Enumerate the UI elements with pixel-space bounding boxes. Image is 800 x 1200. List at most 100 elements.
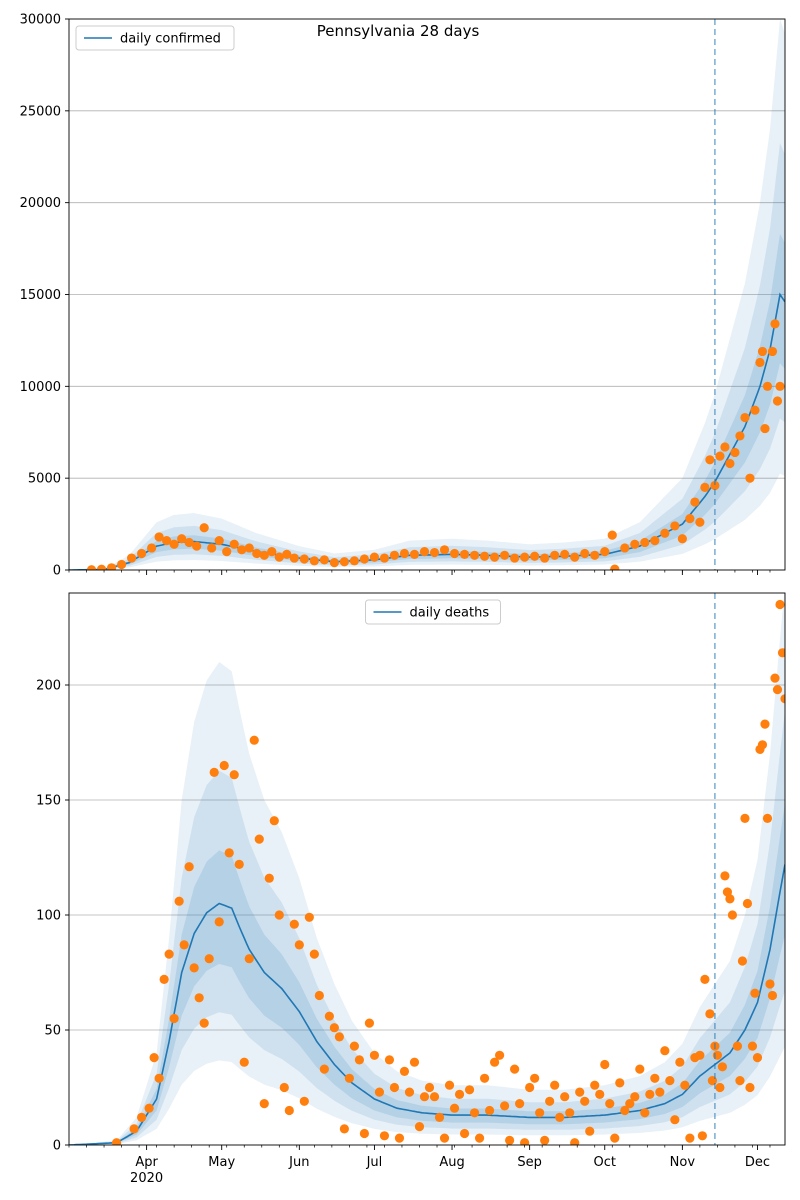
observed-point xyxy=(705,455,715,465)
observed-point xyxy=(254,834,264,844)
observed-point xyxy=(329,1023,339,1033)
observed-point xyxy=(194,993,204,1003)
observed-point xyxy=(444,1080,455,1090)
observed-point xyxy=(267,547,277,557)
observed-point xyxy=(720,442,730,452)
observed-point xyxy=(715,451,725,461)
observed-point xyxy=(530,551,540,561)
observed-point xyxy=(184,537,194,548)
observed-point xyxy=(394,1133,405,1143)
observed-point xyxy=(479,1073,490,1083)
observed-point xyxy=(555,1112,565,1122)
observed-point xyxy=(675,1057,685,1067)
observed-point xyxy=(715,1082,725,1093)
observed-point xyxy=(294,940,304,950)
observed-point xyxy=(722,887,733,897)
observed-point xyxy=(590,1080,600,1090)
observed-point xyxy=(777,648,785,658)
observed-point xyxy=(775,599,785,610)
observed-point xyxy=(630,539,640,549)
observed-point xyxy=(409,549,420,559)
observed-point xyxy=(106,563,117,570)
observed-point xyxy=(364,1018,375,1028)
observed-point xyxy=(189,963,199,973)
x-tick-label: Oct xyxy=(594,1155,616,1170)
observed-point xyxy=(459,1128,470,1139)
observed-point xyxy=(600,547,610,557)
x-tick-label: Sep xyxy=(517,1155,542,1170)
observed-point xyxy=(575,1087,585,1097)
observed-point xyxy=(459,549,470,559)
observed-point xyxy=(439,545,450,555)
observed-point xyxy=(299,1096,309,1106)
observed-point xyxy=(550,550,560,560)
observed-point xyxy=(164,949,174,959)
observed-point xyxy=(177,534,187,544)
legend-label: daily deaths xyxy=(410,606,490,621)
observed-point xyxy=(545,1096,555,1106)
confirmed-chart: 0 5000 10000 15000 20000 25000 30000 daily conf… xyxy=(20,13,786,579)
observed-point xyxy=(737,956,748,966)
observed-point xyxy=(732,1041,743,1051)
observed-point xyxy=(650,1073,660,1083)
observed-point xyxy=(389,550,400,560)
observed-point xyxy=(116,559,127,570)
observed-point xyxy=(775,381,785,391)
x-tick-label: May xyxy=(208,1155,235,1170)
observed-point xyxy=(767,990,778,1001)
observed-point xyxy=(147,543,157,553)
observed-point xyxy=(314,990,324,1001)
observed-point xyxy=(309,556,319,566)
observed-point xyxy=(760,719,770,729)
observed-point xyxy=(742,898,753,909)
observed-point xyxy=(655,1087,665,1097)
observed-point xyxy=(757,740,768,750)
observed-point xyxy=(304,912,314,922)
observed-point xyxy=(449,1103,460,1113)
observed-point xyxy=(762,381,773,391)
observed-point xyxy=(780,694,785,704)
observed-point xyxy=(429,1092,440,1102)
observed-point xyxy=(725,458,735,469)
observed-point xyxy=(389,1082,400,1093)
observed-point xyxy=(500,1101,510,1111)
observed-point xyxy=(735,1076,745,1086)
observed-point xyxy=(419,547,430,557)
uncertainty-band xyxy=(69,143,785,570)
legend: daily confirmed xyxy=(75,25,235,51)
observed-point xyxy=(184,862,194,872)
observed-point xyxy=(469,1108,480,1118)
x-tick-label: Jun xyxy=(288,1155,309,1170)
observed-point xyxy=(219,760,229,771)
plot-area xyxy=(69,593,785,1145)
observed-point xyxy=(274,552,284,562)
observed-point xyxy=(630,1092,640,1102)
observed-point xyxy=(137,1112,147,1122)
observed-point xyxy=(429,547,440,558)
observed-point xyxy=(244,954,254,964)
observed-point xyxy=(126,553,137,563)
observed-point xyxy=(605,1099,615,1109)
observed-point xyxy=(510,1064,520,1074)
observed-point xyxy=(399,548,410,559)
observed-point xyxy=(464,1085,475,1095)
observed-point xyxy=(510,553,520,563)
y-tick-label: 0 xyxy=(53,564,61,579)
observed-point xyxy=(685,1133,695,1143)
observed-point xyxy=(747,1041,758,1051)
plot-area xyxy=(69,19,785,570)
observed-point xyxy=(414,1122,425,1132)
observed-point xyxy=(379,553,390,563)
observed-point xyxy=(520,552,530,562)
observed-point xyxy=(665,1076,675,1086)
axes-frame xyxy=(68,592,786,1146)
observed-point xyxy=(540,553,550,563)
observed-point xyxy=(610,564,620,570)
observed-point xyxy=(730,447,740,458)
observed-point xyxy=(229,770,239,780)
observed-point xyxy=(600,1059,610,1070)
observed-point xyxy=(359,554,370,564)
observed-point xyxy=(752,1053,763,1063)
